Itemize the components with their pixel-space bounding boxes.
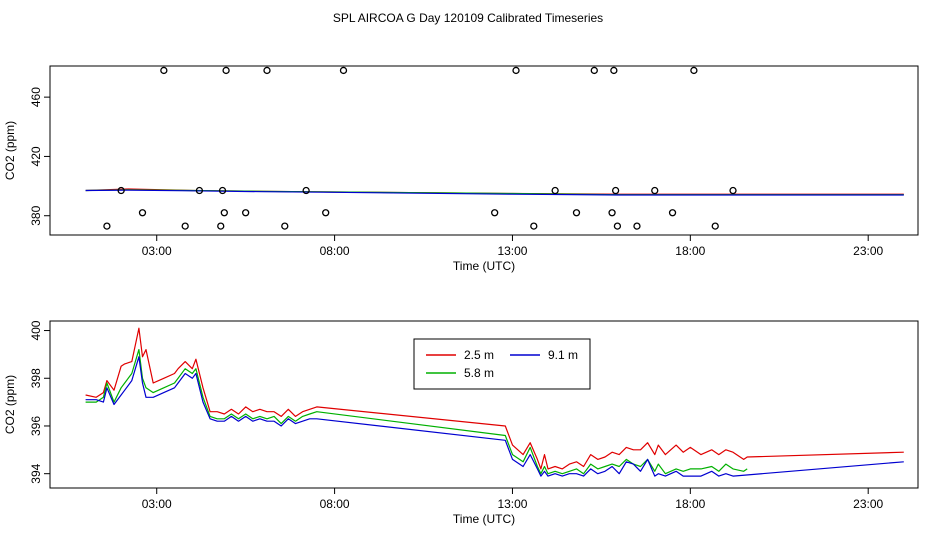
series-group (85, 66, 904, 230)
data-point (711, 222, 719, 230)
plot-frame (49, 65, 919, 236)
x-tick-label: 18:00 (675, 497, 705, 511)
series-line-25m (85, 327, 904, 470)
data-point (103, 222, 111, 230)
legend: 2.5 m 9.1 m 5.8 m (413, 338, 591, 390)
x-tick-label: 23:00 (853, 497, 883, 511)
data-point (339, 66, 348, 75)
data-point (491, 209, 499, 217)
data-point (590, 66, 598, 75)
y-tick-label: 398 (29, 368, 43, 388)
data-point (690, 66, 698, 75)
y-tick-label: 400 (29, 320, 43, 340)
y-axis-label: CO2 (ppm) (3, 121, 17, 180)
data-point (160, 66, 168, 75)
x-tick-label: 13:00 (497, 497, 527, 511)
x-axis-label: Time (UTC) (453, 512, 515, 526)
data-point (551, 186, 559, 195)
x-tick-label: 03:00 (142, 244, 172, 258)
top-panel: 03:00 08:00 13:00 18:00 23:00 Time (UTC) 380 42… (3, 65, 919, 273)
data-point (613, 222, 622, 230)
data-point (633, 222, 641, 230)
data-point (281, 222, 289, 230)
legend-label: 2.5 m (464, 348, 494, 362)
y-tick-label: 396 (29, 416, 43, 436)
x-tick-label: 18:00 (675, 244, 705, 258)
data-point (263, 66, 271, 75)
x-tick-label: 08:00 (320, 497, 350, 511)
x-tick-label: 23:00 (853, 244, 883, 258)
x-tick-label: 03:00 (142, 497, 172, 511)
data-point (512, 66, 520, 75)
data-point (572, 209, 581, 217)
series-line-58m (85, 349, 748, 475)
data-point (222, 66, 230, 75)
figure-title: SPL AIRCOA G Day 120109 Calibrated Times… (333, 11, 603, 25)
x-axis-label: Time (UTC) (453, 259, 515, 273)
data-point (668, 209, 677, 217)
x-tick-label: 13:00 (497, 244, 527, 258)
series-line-91m (85, 356, 904, 477)
data-point (608, 209, 616, 217)
y-tick-label: 460 (29, 87, 43, 107)
data-point (322, 209, 330, 217)
data-point (218, 186, 227, 195)
data-point (729, 186, 737, 195)
data-point (138, 209, 147, 217)
y-tick-label: 394 (29, 463, 43, 483)
legend-label: 9.1 m (548, 348, 578, 362)
data-point (220, 209, 228, 217)
data-point (117, 186, 125, 195)
legend-label: 5.8 m (464, 366, 494, 380)
data-point (530, 222, 538, 230)
y-tick-label: 420 (29, 146, 43, 166)
data-point (302, 186, 310, 195)
x-tick-label: 08:00 (320, 244, 350, 258)
data-point (610, 66, 618, 75)
bottom-panel: 03:00 08:00 13:00 18:00 23:00 Time (UTC) 394 39… (3, 320, 919, 526)
data-point (651, 186, 659, 195)
y-axis-label: CO2 (ppm) (3, 375, 17, 434)
data-point (195, 186, 204, 195)
data-point (217, 222, 225, 230)
y-tick-label: 380 (29, 205, 43, 225)
data-point (242, 209, 250, 217)
series-group (85, 327, 904, 477)
legend-box (413, 338, 591, 390)
plot-frame (49, 320, 919, 489)
series-line-91m (85, 189, 904, 196)
data-point (181, 222, 189, 230)
data-point (611, 186, 620, 195)
